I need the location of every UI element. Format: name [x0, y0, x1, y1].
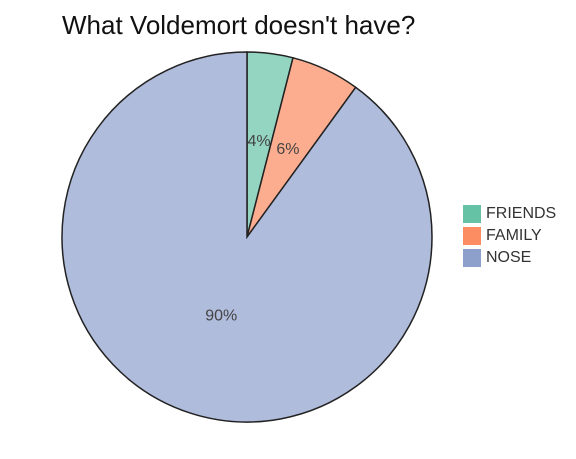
legend-swatch-friends — [463, 205, 481, 223]
pie-label-friends: 4% — [247, 133, 270, 150]
legend-swatch-family — [463, 227, 481, 245]
legend-label-nose: NOSE — [486, 249, 532, 266]
legend-item-nose[interactable]: NOSE — [463, 247, 556, 269]
pie-label-nose: 90% — [205, 307, 237, 324]
legend-swatch-nose — [463, 249, 481, 267]
legend-item-friends[interactable]: FRIENDS — [463, 203, 556, 225]
chart-title: What Voldemort doesn't have? — [62, 10, 416, 40]
pie-slice-nose[interactable] — [61, 51, 433, 423]
legend-item-family[interactable]: FAMILY — [463, 225, 556, 247]
legend-label-family: FAMILY — [486, 227, 542, 244]
legend-label-friends: FRIENDS — [486, 205, 557, 222]
legend: FRIENDS FAMILY NOSE — [463, 203, 556, 269]
pie-labels: 4% 6% 90% — [205, 133, 299, 325]
pie-label-family: 6% — [276, 141, 299, 158]
pie-slices — [61, 51, 433, 423]
